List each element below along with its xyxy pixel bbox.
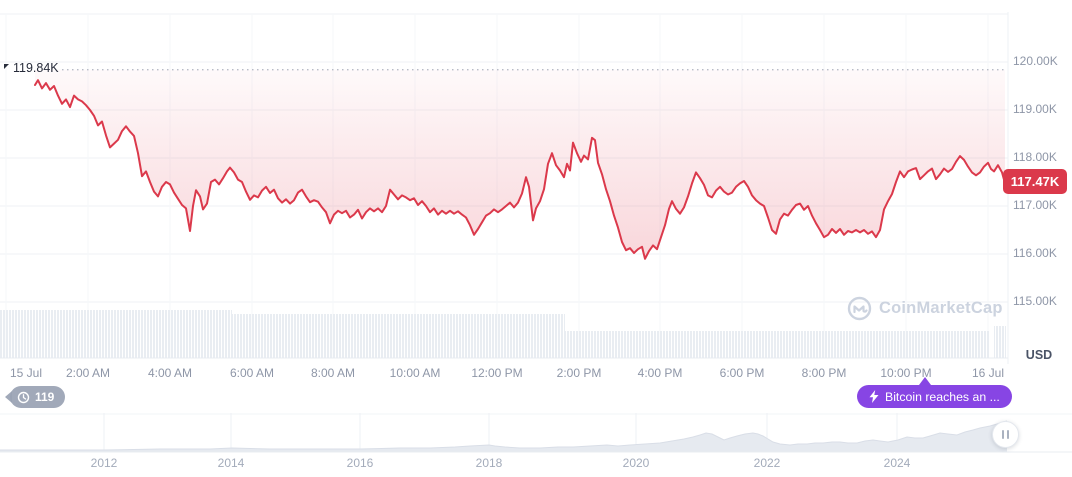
y-axis-tick: 115.00K bbox=[1013, 294, 1057, 308]
x-axis-tick: 16 Jul bbox=[971, 366, 1005, 380]
minimap-year-tick: 2014 bbox=[217, 456, 245, 470]
ath-marker-icon bbox=[4, 64, 9, 69]
minimap-year-tick: 2024 bbox=[883, 456, 911, 470]
ath-price-label: 119.84K bbox=[13, 61, 59, 75]
volume-bars bbox=[0, 310, 232, 358]
volume-bars bbox=[565, 331, 989, 358]
minimap-year-tick: 2022 bbox=[753, 456, 781, 470]
y-axis-tick: 118.00K bbox=[1013, 150, 1057, 164]
x-axis-tick: 8:00 AM bbox=[310, 366, 356, 380]
x-axis-tick: 12:00 PM bbox=[471, 366, 523, 380]
x-axis-tick: 4:00 PM bbox=[637, 366, 683, 380]
minimap-area-outline bbox=[0, 420, 1008, 451]
volume-bars bbox=[232, 314, 565, 358]
drag-handle-pause-icon bbox=[1002, 430, 1004, 439]
news-alert-text: Bitcoin reaches an ... bbox=[885, 389, 1000, 404]
watchers-count: 119 bbox=[35, 390, 55, 404]
price-line bbox=[34, 79, 1006, 260]
coinmarketcap-watermark: CoinMarketCap bbox=[847, 296, 1003, 321]
x-axis-tick: 2:00 AM bbox=[65, 366, 111, 380]
x-axis-tick: 2:00 PM bbox=[556, 366, 602, 380]
y-axis-tick: 119.00K bbox=[1013, 102, 1057, 116]
news-alert-pill[interactable]: Bitcoin reaches an ... bbox=[857, 385, 1012, 408]
x-axis-tick: 10:00 PM bbox=[880, 366, 932, 380]
y-axis-tick: 120.00K bbox=[1013, 54, 1058, 68]
drag-handle-pause-icon bbox=[1007, 430, 1009, 439]
x-axis-tick: 6:00 PM bbox=[719, 366, 765, 380]
minimap-year-tick: 2020 bbox=[622, 456, 650, 470]
current-price-badge: 117.47K bbox=[1003, 169, 1067, 194]
timeline-drag-handle[interactable] bbox=[992, 421, 1019, 448]
lightning-icon bbox=[869, 390, 879, 403]
volume-bars bbox=[994, 326, 1006, 358]
x-axis-tick: 8:00 PM bbox=[801, 366, 847, 380]
x-axis-tick: 10:00 AM bbox=[389, 366, 441, 380]
x-axis-tick: 4:00 AM bbox=[147, 366, 193, 380]
minimap-year-tick: 2018 bbox=[475, 456, 503, 470]
watermark-text: CoinMarketCap bbox=[879, 299, 1003, 317]
minimap-area[interactable] bbox=[0, 421, 1007, 452]
price-area-fill bbox=[35, 69, 1005, 259]
news-pill-pointer bbox=[919, 377, 931, 385]
history-clock-icon bbox=[17, 391, 30, 403]
y-axis-tick: 117.00K bbox=[1013, 198, 1057, 212]
currency-unit-label: USD bbox=[1025, 348, 1053, 362]
coinmarketcap-logo-icon bbox=[847, 296, 872, 321]
x-axis-tick: 15 Jul bbox=[10, 366, 43, 380]
y-axis-tick: 116.00K bbox=[1013, 246, 1057, 260]
watchers-badge: 119 bbox=[10, 386, 66, 408]
x-axis-tick: 6:00 AM bbox=[229, 366, 275, 380]
minimap-year-tick: 2016 bbox=[346, 456, 374, 470]
minimap-year-tick: 2012 bbox=[90, 456, 118, 470]
